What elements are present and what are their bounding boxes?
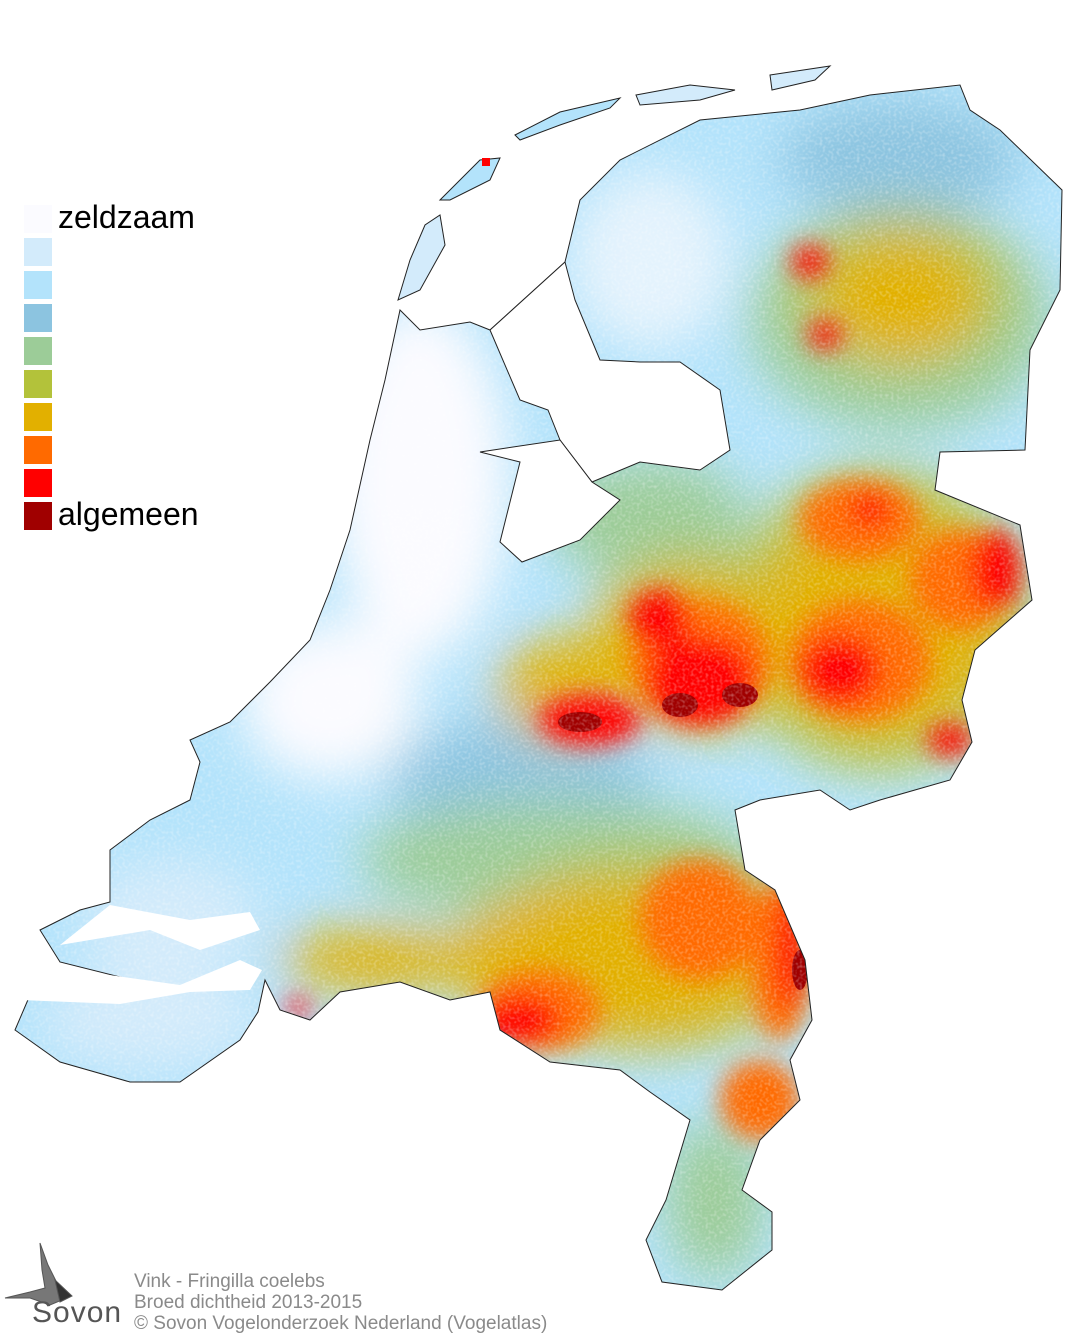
markermeer	[479, 439, 621, 563]
legend-swatch	[24, 436, 52, 464]
legend-swatch	[24, 337, 52, 365]
ijsselmeer	[489, 261, 731, 483]
map-caption: Vink - Fringilla coelebs Broed dichtheid…	[134, 1271, 547, 1334]
legend-label-rare: zeldzaam	[58, 199, 195, 235]
swallow-icon	[4, 1242, 73, 1306]
sovon-logo: Sovon	[32, 1296, 123, 1329]
map-subtitle: Broed dichtheid 2013-2015	[134, 1292, 363, 1313]
species-name: Vink - Fringilla coelebs	[134, 1271, 325, 1292]
legend-swatch	[24, 304, 52, 332]
legend-swatch	[24, 469, 52, 497]
wadden-islands	[397, 65, 832, 301]
legend-swatch	[24, 205, 52, 233]
westerschelde	[20, 960, 262, 1004]
legend-swatch	[24, 271, 52, 299]
legend-label-common: algemeen	[58, 496, 199, 532]
legend-swatch	[24, 403, 52, 431]
legend-swatch	[24, 502, 52, 530]
legend-swatch	[24, 238, 52, 266]
copyright: © Sovon Vogelonderzoek Nederland (Vogela…	[134, 1313, 548, 1334]
legend-swatch	[24, 370, 52, 398]
oosterschelde	[60, 905, 260, 950]
